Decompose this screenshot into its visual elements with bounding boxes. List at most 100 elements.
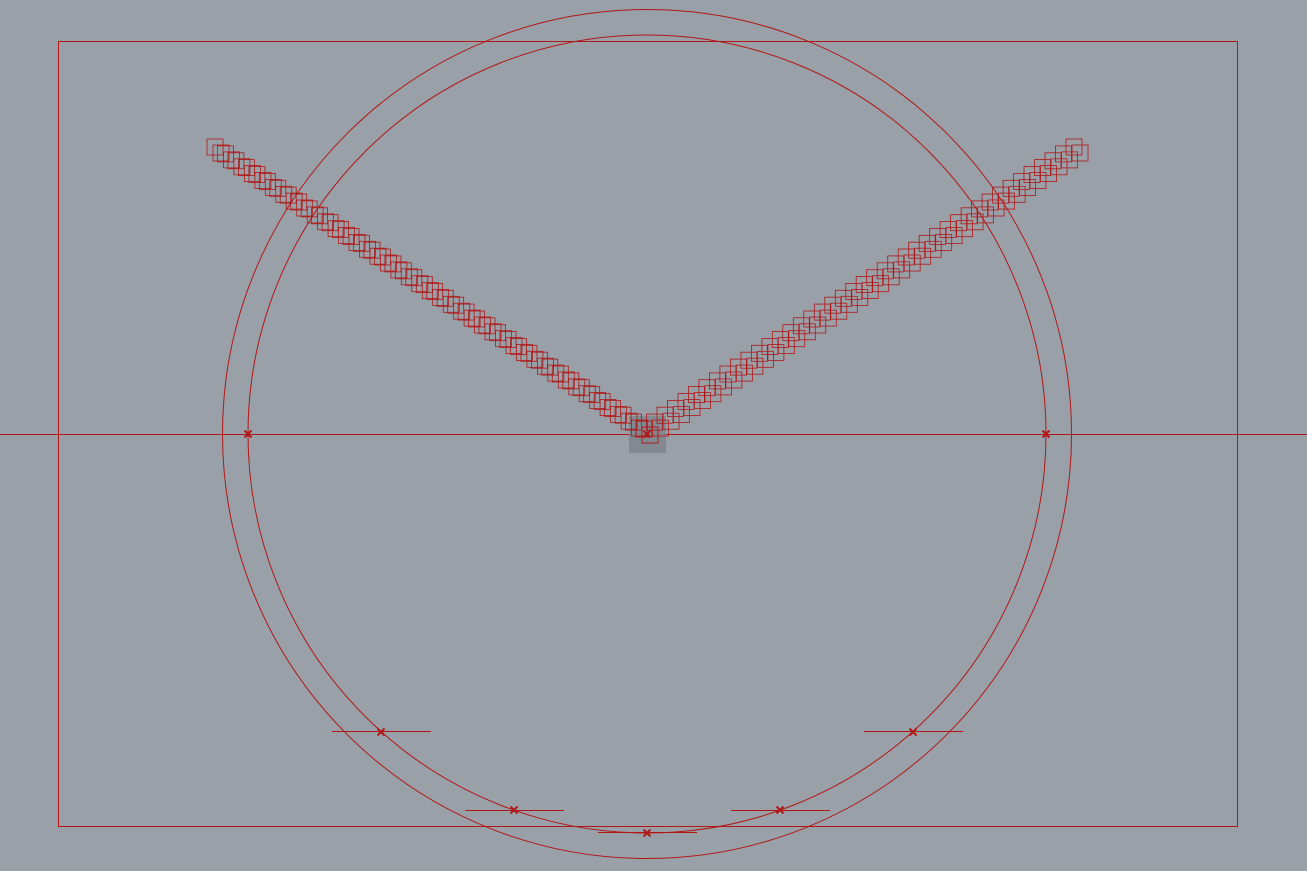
grid-strip-left-cell xyxy=(279,186,297,204)
grid-strip-left-cell xyxy=(285,192,303,210)
grid-strip-right-cell xyxy=(730,358,747,376)
grid-strip-left-cell xyxy=(415,276,433,294)
grid-strip-right-cell xyxy=(1013,172,1030,190)
grid-strip-left-cell xyxy=(478,317,496,335)
grid-strip-left-cell xyxy=(233,158,251,176)
grid-strip-right-cell xyxy=(908,241,926,259)
grid-strip-right-cell xyxy=(851,288,869,306)
grid-strip-right-cell xyxy=(956,220,973,238)
grid-strip-right-cell xyxy=(1065,138,1083,156)
grid-strip-left-cell xyxy=(384,255,402,273)
grid-strip-right-cell xyxy=(698,379,716,397)
grid-strip-left-cell xyxy=(447,296,465,314)
grid-strip-right-cell xyxy=(694,392,711,410)
grid-strip-right-cell xyxy=(688,386,705,404)
grid-strip-right-cell xyxy=(746,357,764,375)
grid-strip-right-cell xyxy=(757,350,774,368)
grid-strip-left-cell xyxy=(499,331,517,349)
grid-strip-left-cell xyxy=(599,399,617,416)
point-lower-left-marker[interactable] xyxy=(376,727,386,737)
grid-strip-left-cell xyxy=(463,309,481,327)
grid-strip-right-cell xyxy=(798,323,816,341)
grid-strip-right-cell xyxy=(1002,179,1020,197)
grid-strip-left-cell xyxy=(509,338,527,355)
grid-strip-right-cell xyxy=(977,206,994,224)
grid-strip-right-cell xyxy=(935,233,953,251)
grid-strip-left-cell xyxy=(264,178,282,196)
grid-strip-left-cell xyxy=(400,268,418,286)
marker-stroke xyxy=(1041,429,1051,439)
grid-strip-left-cell xyxy=(379,254,397,272)
point-lower-right-marker[interactable] xyxy=(908,727,918,737)
grid-strip-left-cell xyxy=(505,337,523,355)
point-bottom-left-marker[interactable] xyxy=(509,805,519,815)
grid-strip-right-cell xyxy=(751,344,768,362)
grid-strip-right-cell xyxy=(866,269,884,287)
grid-strip-right-cell xyxy=(914,247,932,265)
grid-strip-left-cell xyxy=(212,144,230,162)
grid-strip-right-cell xyxy=(767,344,785,361)
point-center-marker[interactable] xyxy=(642,429,652,439)
grid-strip-left[interactable] xyxy=(206,138,659,444)
grid-strip-left-cell xyxy=(317,213,335,231)
point-bottom-marker[interactable] xyxy=(642,828,652,838)
point-markers[interactable] xyxy=(243,429,1051,838)
grid-strip-right-cell xyxy=(1040,165,1057,183)
grid-strip-left-cell xyxy=(258,172,276,190)
grid-strip-left-cell xyxy=(332,221,350,238)
grid-strip-right-cell xyxy=(924,240,942,258)
marker-stroke xyxy=(642,429,652,439)
grid-strip-right-cell xyxy=(736,364,753,382)
grid-strip-right-cell xyxy=(673,405,690,423)
grid-strip-right-cell xyxy=(1061,151,1078,169)
grid-strip-right-cell xyxy=(903,254,921,272)
grid-strip-left-cell xyxy=(489,324,506,342)
grid-strip-right-cell xyxy=(897,248,915,266)
grid-strip-left-cell xyxy=(321,214,339,232)
grid-strip-left-cell xyxy=(495,330,512,348)
grid-strip-right-cell xyxy=(992,186,1009,204)
grid-strip-left-cell xyxy=(614,406,632,424)
grid-strip-left-cell xyxy=(338,227,356,244)
grid-strip-right-cell xyxy=(719,365,737,383)
grid-strip-right-cell xyxy=(834,289,852,307)
grid-strip-left-cell xyxy=(369,247,387,265)
grid-strip-right-cell xyxy=(830,302,848,320)
grid-strip-left-cell xyxy=(589,392,607,410)
grid-strip-right-cell xyxy=(1050,158,1068,176)
grid-strip-left-cell xyxy=(572,379,590,397)
grid-strip-right-cell xyxy=(945,227,963,244)
grid-strip-left-cell xyxy=(474,316,492,334)
grid-strip-left-cell xyxy=(516,344,533,361)
grid-strip-right-cell xyxy=(1023,166,1041,183)
point-bottom-right-marker[interactable] xyxy=(775,805,785,815)
grid-strip-left-cell xyxy=(593,393,611,410)
grid-strip-left-cell xyxy=(254,172,272,189)
grid-strip-right-cell xyxy=(998,192,1015,210)
grid-strip-left-cell xyxy=(353,234,370,252)
grid-strip-right-cell xyxy=(971,200,988,218)
grid-strip-right-cell xyxy=(646,413,663,431)
grid-strip-left-cell xyxy=(551,365,569,383)
grid-strip-left-cell xyxy=(421,282,439,300)
point-right-marker[interactable] xyxy=(1041,429,1051,439)
grid-strip-right-cell xyxy=(887,255,905,273)
grid-strip-right-cell xyxy=(809,316,827,334)
grid-strip-right-cell xyxy=(872,275,890,293)
grid-strip-right-cell xyxy=(960,207,978,225)
grid-strip-right-cell xyxy=(861,282,879,300)
grid-strip-right-cell xyxy=(824,296,842,314)
grid-strip-left-cell xyxy=(311,207,329,225)
grid-strip-left-cell xyxy=(484,323,502,341)
outer-circle[interactable] xyxy=(222,9,1072,859)
marker-stroke xyxy=(509,805,519,815)
point-left-marker[interactable] xyxy=(243,429,253,439)
grid-strip-right-cell xyxy=(855,276,873,294)
grid-strip-left-cell xyxy=(568,378,586,396)
grid-strip-left-cell xyxy=(348,233,366,251)
grid-strip-right[interactable] xyxy=(635,138,1089,444)
grid-strip-right-cell xyxy=(656,406,674,424)
grid-strip-left-cell xyxy=(557,371,575,389)
